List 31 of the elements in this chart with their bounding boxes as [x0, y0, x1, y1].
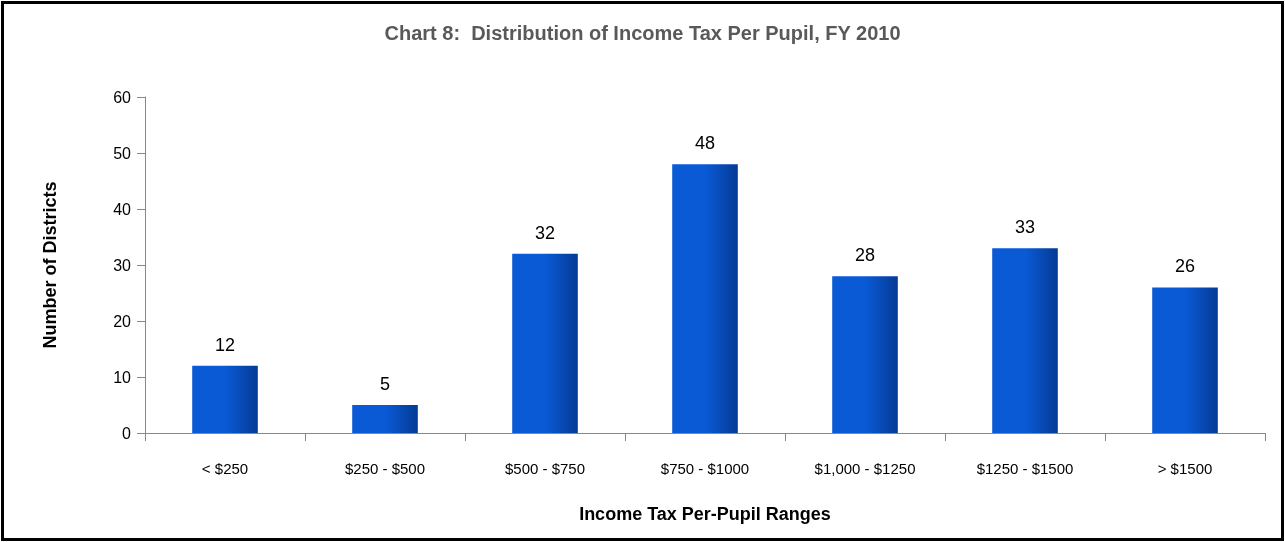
data-label: 12: [214, 334, 236, 355]
data-label: 5: [379, 374, 391, 394]
bar: [672, 164, 738, 433]
x-tick-label: $1,000 - $1250: [814, 460, 916, 477]
x-tick-label: $1250 - $1500: [976, 460, 1074, 477]
bar: [992, 248, 1058, 433]
x-axis-title: Income Tax Per-Pupil Ranges: [579, 504, 831, 524]
y-tick-label: 40: [113, 200, 132, 218]
bar: [352, 405, 418, 433]
x-tick-label: $500 - $750: [504, 460, 586, 477]
data-label: 32: [534, 222, 556, 243]
chart-title: Chart 8: Distribution of Income Tax Per Pupil, FY 2010: [384, 22, 901, 44]
x-tick-label: $250 - $500: [344, 460, 426, 477]
data-label: 48: [694, 133, 716, 154]
bar: [192, 365, 258, 433]
x-tick-label: < $250: [201, 460, 249, 477]
bar: [832, 276, 898, 433]
data-label: 26: [1174, 256, 1196, 277]
data-label: 33: [1014, 217, 1036, 238]
y-axis-title: Number of Districts: [40, 181, 60, 349]
x-tick-label: > $1500: [1157, 460, 1213, 477]
y-tick-label: 60: [113, 88, 132, 106]
data-label: 28: [854, 245, 876, 266]
x-tick-label: $750 - $1000: [660, 460, 750, 477]
bar: [1152, 287, 1218, 433]
bar: [512, 253, 578, 433]
y-tick-label: 20: [113, 312, 132, 330]
y-tick-label: 10: [113, 368, 132, 386]
y-tick-label: 30: [113, 256, 132, 274]
y-tick-label: 0: [122, 424, 132, 442]
y-tick-label: 50: [113, 144, 132, 162]
